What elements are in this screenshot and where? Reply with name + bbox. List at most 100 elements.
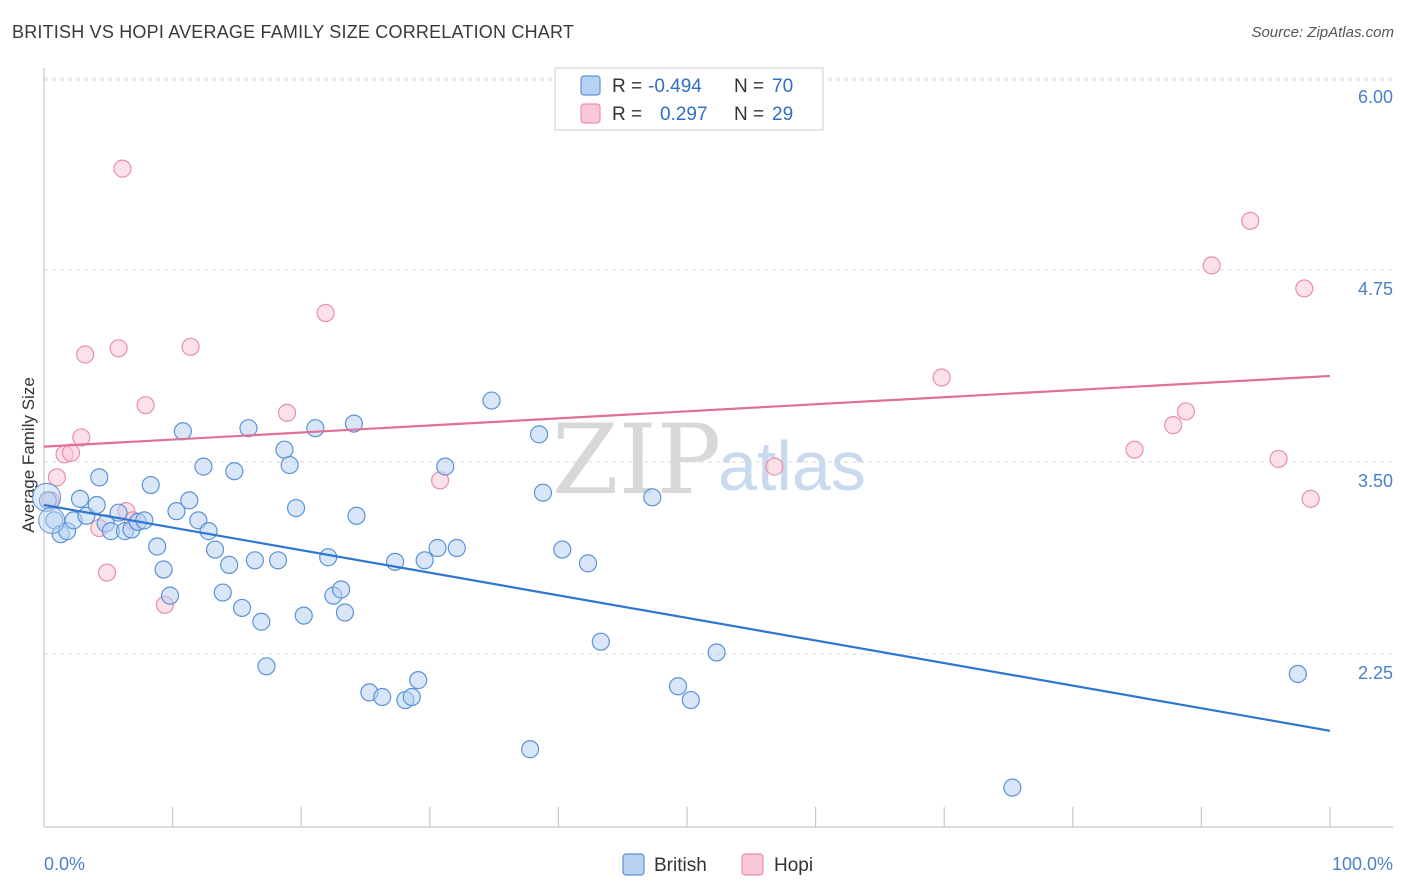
- legend-swatch-british: [580, 75, 601, 96]
- bottom-legend-british: British: [654, 855, 707, 876]
- british-point: [205, 540, 225, 559]
- british-point: [257, 657, 276, 676]
- british-point: [87, 495, 106, 515]
- hopi-point: [1176, 402, 1196, 421]
- axes: [43, 68, 1393, 828]
- british-point: [482, 391, 501, 410]
- british-point: [245, 551, 265, 570]
- british-point: [530, 425, 549, 444]
- british-point: [220, 555, 239, 575]
- british-point: [32, 482, 62, 512]
- british-point: [294, 606, 313, 625]
- bottom-legend-swatch-british: [622, 853, 645, 876]
- hopi-point: [1301, 489, 1320, 508]
- hopi-point: [1241, 211, 1260, 230]
- british-point: [160, 586, 180, 605]
- british-point: [275, 440, 294, 459]
- british-point: [141, 475, 160, 495]
- british-point: [344, 414, 364, 433]
- hopi-point: [316, 303, 335, 323]
- british-point: [239, 419, 258, 438]
- hopi-points: [41, 159, 1320, 614]
- british-point: [643, 488, 662, 507]
- british-point: [415, 551, 434, 570]
- y-tick-label: 6.00: [1358, 87, 1393, 107]
- british-point: [173, 422, 192, 441]
- hopi-point: [1269, 449, 1288, 469]
- british-point: [38, 491, 57, 510]
- watermark-zip: ZIP: [552, 404, 721, 516]
- hopi-point: [97, 563, 117, 582]
- legend-hopi-n-value: 29: [772, 104, 793, 125]
- hopi-trend-line: [43, 374, 1331, 448]
- british-point: [402, 687, 421, 707]
- hopi-point: [61, 443, 81, 462]
- chart-title: BRITISH VS HOPI AVERAGE FAMILY SIZE CORR…: [12, 22, 575, 42]
- legend-hopi-n-label: N =: [734, 104, 764, 125]
- british-point: [319, 548, 338, 567]
- british-point: [521, 740, 540, 759]
- y-tick-label: 3.50: [1358, 471, 1393, 491]
- x-tick-label-min: 0.0%: [44, 854, 85, 874]
- trend-lines: [43, 374, 1331, 732]
- british-point: [148, 537, 167, 556]
- british-point: [194, 457, 213, 476]
- british-point: [199, 522, 218, 541]
- source-credit: Source: ZipAtlas.com: [1251, 24, 1394, 41]
- british-point: [1288, 664, 1307, 684]
- hopi-point: [72, 428, 91, 447]
- british-trend-line: [43, 503, 1331, 732]
- british-point: [553, 540, 572, 559]
- gridlines: [44, 77, 1393, 655]
- y-tick-label: 4.75: [1358, 279, 1393, 299]
- british-point: [533, 483, 553, 502]
- british-point: [135, 511, 154, 530]
- x-tick-label-max: 100.0%: [1332, 854, 1393, 874]
- legend-hopi-r-label: R =: [612, 104, 642, 125]
- british-point: [154, 560, 173, 579]
- bottom-legend-hopi: Hopi: [774, 855, 813, 876]
- british-point: [668, 677, 688, 696]
- bottom-legend-swatch-hopi: [741, 853, 764, 876]
- legend: R = -0.494 N = 70 R = 0.297 N = 29: [554, 67, 824, 131]
- british-points: [32, 391, 1307, 797]
- british-point: [280, 455, 299, 475]
- hopi-point: [765, 457, 784, 476]
- bottom-legend: British Hopi: [622, 853, 813, 876]
- british-point: [331, 580, 351, 599]
- british-point: [167, 502, 186, 521]
- hopi-point: [932, 368, 951, 387]
- british-point: [447, 538, 466, 558]
- watermark-atlas: atlas: [718, 427, 866, 505]
- british-point: [232, 598, 252, 618]
- british-point: [373, 687, 392, 707]
- british-point: [70, 489, 90, 508]
- british-point: [213, 583, 232, 602]
- hopi-point: [181, 337, 200, 356]
- hopi-point: [136, 396, 155, 415]
- british-point: [409, 671, 428, 690]
- british-point: [252, 612, 271, 631]
- hopi-point: [109, 339, 128, 358]
- legend-hopi-r-value: 0.297: [660, 104, 708, 125]
- british-point: [428, 538, 447, 558]
- hopi-point: [1125, 440, 1144, 459]
- legend-british-r-value: -0.494: [648, 76, 702, 97]
- british-point: [286, 498, 306, 518]
- legend-british-n-value: 70: [772, 76, 793, 97]
- british-point: [1003, 778, 1022, 797]
- british-point: [681, 690, 700, 710]
- british-point: [90, 468, 109, 487]
- british-point: [578, 554, 598, 573]
- legend-british-r-label: R =: [612, 76, 642, 97]
- british-point: [268, 551, 288, 570]
- british-point: [707, 643, 726, 662]
- y-axis-label: Average Family Size: [19, 377, 38, 533]
- british-point: [38, 506, 66, 534]
- hopi-point: [1164, 416, 1183, 435]
- hopi-point: [1202, 256, 1221, 275]
- hopi-point: [113, 159, 132, 178]
- legend-british-n-label: N =: [734, 76, 764, 97]
- hopi-point: [277, 403, 297, 422]
